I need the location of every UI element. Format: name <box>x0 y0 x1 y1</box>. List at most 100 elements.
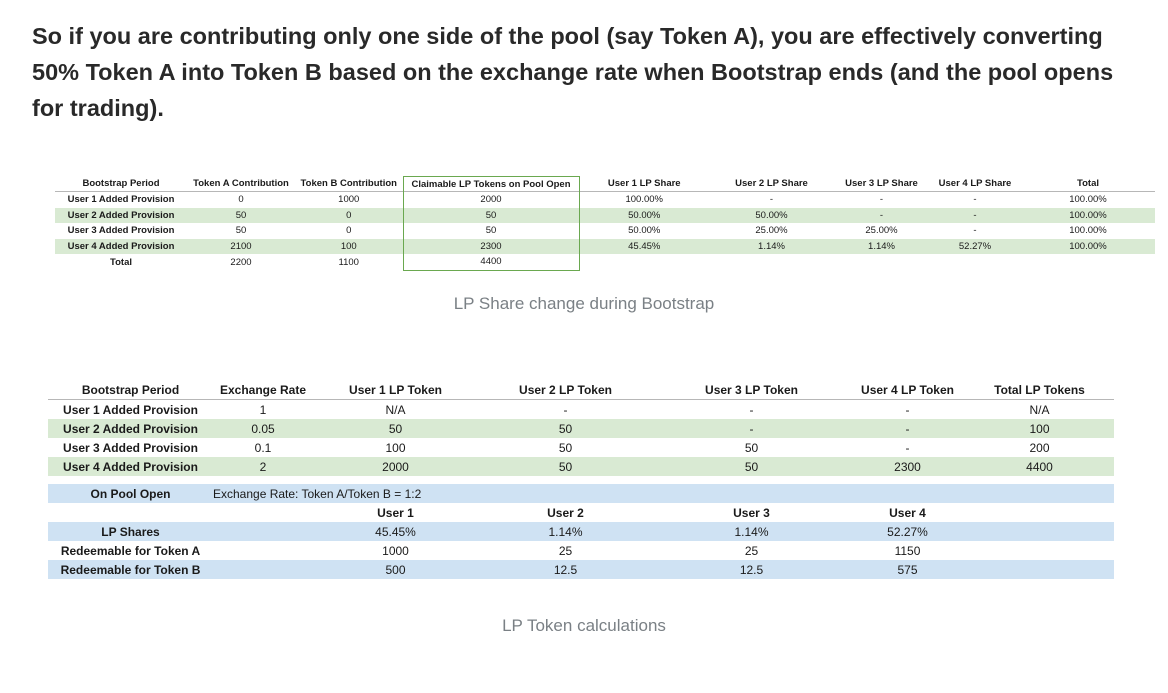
table-cell: 50.00% <box>579 223 709 239</box>
table-cell: - <box>834 191 929 208</box>
table-cell: 1150 <box>850 541 965 560</box>
row-label: User 2 Added Provision <box>55 207 187 223</box>
table-cell: 50 <box>187 223 295 239</box>
table-row: User 1 Added Provision 0 1000 2000 100.0… <box>55 191 1155 208</box>
table-cell: - <box>478 399 653 419</box>
table-cell: 52.27% <box>850 522 965 541</box>
caption-lp-token: LP Token calculations <box>502 616 666 635</box>
pool-open-label: On Pool Open <box>48 484 213 503</box>
table-cell: 2200 <box>187 254 295 270</box>
table-cell: 1100 <box>295 254 403 270</box>
table-cell: - <box>929 223 1021 239</box>
empty-cell <box>213 522 313 541</box>
table-cell: 2300 <box>850 457 965 476</box>
empty-cell <box>965 503 1114 522</box>
table-cell: 25 <box>478 541 653 560</box>
table-cell: 100 <box>295 238 403 254</box>
total-row: Total 2200 1100 4400 <box>55 254 1155 271</box>
header-cell: Total <box>1077 178 1099 190</box>
table-cell: 52.27% <box>929 238 1021 254</box>
table-cell: N/A <box>965 399 1114 419</box>
header-cell: User 3 LP Token <box>653 380 850 400</box>
table-cell: 100 <box>313 438 478 457</box>
table-cell: - <box>834 207 929 223</box>
table-cell: 2100 <box>187 238 295 254</box>
table-cell: 50.00% <box>709 207 834 223</box>
table-cell: 50 <box>187 207 295 223</box>
table-cell: 12.5 <box>478 560 653 579</box>
header-cell: Bootstrap Period <box>82 178 160 190</box>
table-cell: 100.00% <box>1021 238 1155 254</box>
table-cell: - <box>929 191 1021 208</box>
pool-open-rate: Exchange Rate: Token A/Token B = 1:2 <box>213 484 1114 503</box>
table-cell: - <box>709 191 834 208</box>
table-cell: 50 <box>653 438 850 457</box>
table-row: User 2 Added Provision 0.05 50 50 - - 10… <box>48 419 1114 438</box>
table-cell: 50.00% <box>579 207 709 223</box>
table-cell: - <box>653 419 850 438</box>
header-cell: User 2 LP Token <box>478 380 653 400</box>
lp-token-table: Bootstrap Period Exchange Rate User 1 LP… <box>48 380 1114 579</box>
table-row: User 2 Added Provision 50 0 50 50.00% 50… <box>55 207 1155 223</box>
table-cell: 1.14% <box>653 522 850 541</box>
table-cell: 1.14% <box>709 238 834 254</box>
table-cell: 100.00% <box>579 191 709 208</box>
table-header-row: Bootstrap Period Token A Contribution To… <box>55 176 1155 192</box>
pool-open-row: On Pool Open Exchange Rate: Token A/Toke… <box>48 484 1114 503</box>
table-cell: 200 <box>965 438 1114 457</box>
table-cell: 50 <box>478 457 653 476</box>
row-label: User 3 Added Provision <box>48 438 213 457</box>
table-cell: 50 <box>402 207 580 223</box>
header-cell: Exchange Rate <box>213 380 313 400</box>
header-cell: Bootstrap Period <box>48 380 213 400</box>
table-cell: 50 <box>313 419 478 438</box>
empty-cell <box>965 541 1114 560</box>
spacer-row <box>48 476 1114 484</box>
table-cell: 45.45% <box>313 522 478 541</box>
table-cell: 100.00% <box>1021 223 1155 239</box>
table-row: User 4 Added Provision 2100 100 2300 45.… <box>55 238 1155 254</box>
table-cell: - <box>929 207 1021 223</box>
table-cell: 50 <box>402 223 580 239</box>
table-cell: 2000 <box>313 457 478 476</box>
table-cell: 12.5 <box>653 560 850 579</box>
table-cell: 50 <box>653 457 850 476</box>
table-cell: 0 <box>295 223 403 239</box>
table-cell: 100.00% <box>1021 191 1155 208</box>
row-label: User 1 Added Provision <box>55 191 187 208</box>
table-cell: - <box>850 399 965 419</box>
header-cell: User 4 LP Token <box>850 380 965 400</box>
table-cell: 575 <box>850 560 965 579</box>
redeem-b-row: Redeemable for Token B 500 12.5 12.5 575 <box>48 560 1114 579</box>
table-cell: 2 <box>213 457 313 476</box>
empty-cell <box>48 503 213 522</box>
row-label: Total <box>55 254 187 270</box>
user-header: User 1 <box>313 503 478 522</box>
header-cell: User 1 LP Share <box>607 178 681 190</box>
lp-shares-row: LP Shares 45.45% 1.14% 1.14% 52.27% <box>48 522 1114 541</box>
empty-cell <box>965 522 1114 541</box>
redeem-a-row: Redeemable for Token A 1000 25 25 1150 <box>48 541 1114 560</box>
row-label: User 2 Added Provision <box>48 419 213 438</box>
table-cell: - <box>850 419 965 438</box>
header-cell: Token B Contribution <box>300 178 397 190</box>
table-cell: 1.14% <box>834 238 929 254</box>
table-cell: 100.00% <box>1021 207 1155 223</box>
row-label: User 4 Added Provision <box>55 238 187 254</box>
header-cell: Claimable LP Tokens on Pool Open <box>402 176 580 192</box>
caption-lp-share: LP Share change during Bootstrap <box>453 294 715 313</box>
table-cell: 1000 <box>295 191 403 208</box>
empty-cell <box>579 254 1155 270</box>
table-cell: 50 <box>478 419 653 438</box>
table-cell: - <box>850 438 965 457</box>
user-header: User 4 <box>850 503 965 522</box>
table-cell: 1000 <box>313 541 478 560</box>
header-cell: Total LP Tokens <box>965 380 1114 400</box>
table-row: User 4 Added Provision 2 2000 50 50 2300… <box>48 457 1114 476</box>
table-header-row: Bootstrap Period Exchange Rate User 1 LP… <box>48 380 1114 400</box>
empty-cell <box>213 503 313 522</box>
empty-cell <box>213 560 313 579</box>
table-row: User 3 Added Provision 0.1 100 50 50 - 2… <box>48 438 1114 457</box>
table-cell: N/A <box>313 399 478 419</box>
table-cell: 0.1 <box>213 438 313 457</box>
